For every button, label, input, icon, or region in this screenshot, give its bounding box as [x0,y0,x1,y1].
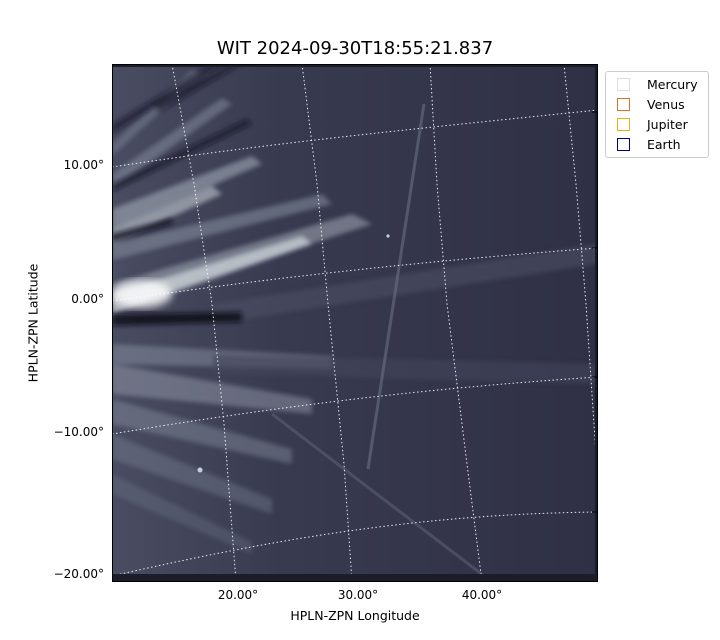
legend-label: Jupiter [647,116,688,132]
xtick-label: 20.00° [217,588,259,602]
right-ticks [592,111,598,513]
legend-item-earth: Earth [617,135,681,153]
legend-item-mercury: Mercury [617,75,698,93]
xtick-label: 40.00° [461,588,503,602]
y-axis-label: HPLN-ZPN Latitude [25,263,41,383]
figure-title: WIT 2024-09-30T18:55:21.837 [216,38,494,59]
ytick-label: 10.00° [63,158,104,172]
legend-item-venus: Venus [617,95,685,113]
legend-swatch [617,117,630,131]
ytick-label: −10.00° [53,425,104,439]
ytick-label: 0.00° [71,292,104,306]
x-axis-label: HPLN-ZPN Longitude [290,608,420,623]
legend-label: Mercury [647,76,698,92]
trail-1 [366,103,426,470]
legend-label: Venus [647,96,685,112]
legend-item-jupiter: Jupiter [617,115,688,133]
xtick-label: 30.00° [337,588,379,602]
coronagraph-image [112,64,598,582]
legend: Mercury Venus Jupiter Earth [605,71,709,158]
ytick-label: −20.00° [53,567,104,581]
trail-2 [271,412,493,582]
legend-swatch [617,77,630,91]
legend-label: Earth [647,136,681,152]
legend-swatch [617,137,630,151]
legend-swatch [617,97,630,111]
